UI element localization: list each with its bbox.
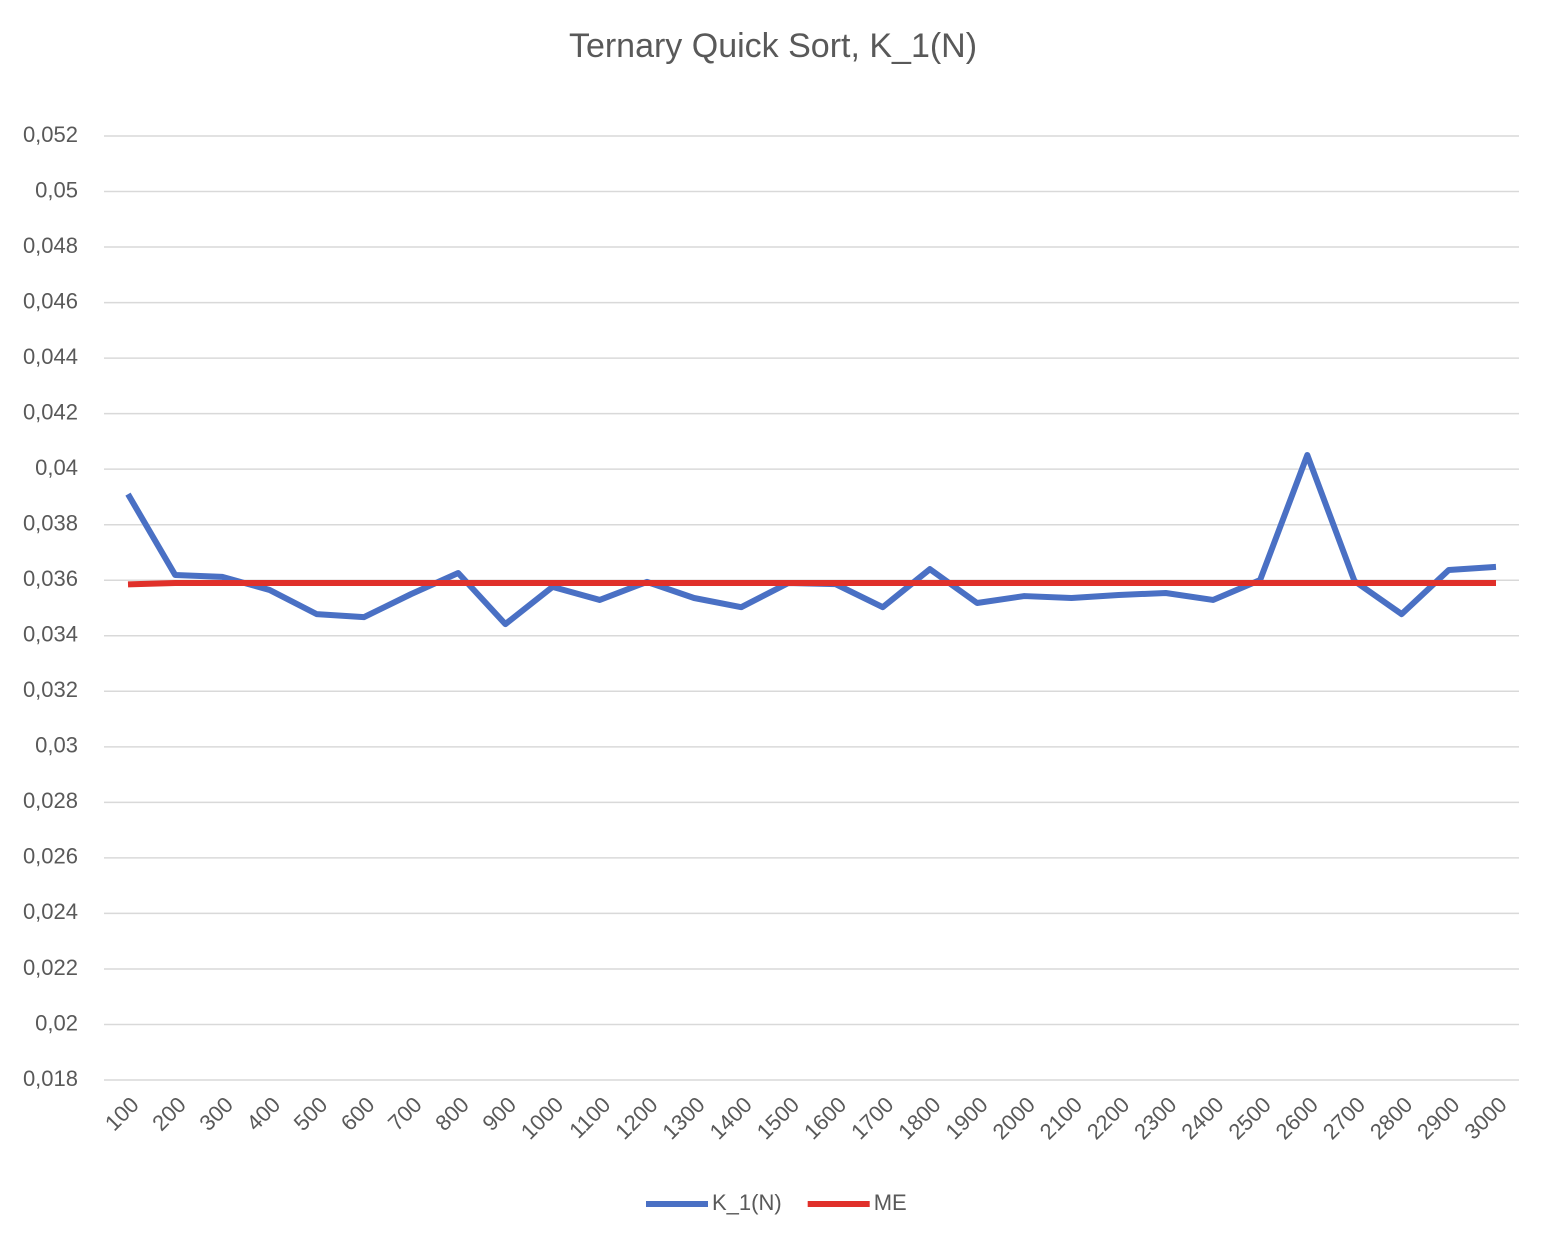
y-tick-label: 0,042: [23, 399, 78, 424]
y-tick-label: 0,032: [23, 677, 78, 702]
y-tick-label: 0,028: [23, 788, 78, 813]
legend-label: ME: [874, 1190, 907, 1215]
y-tick-label: 0,044: [23, 344, 78, 369]
y-tick-label: 0,038: [23, 511, 78, 536]
y-tick-label: 0,05: [35, 177, 78, 202]
y-tick-label: 0,024: [23, 899, 78, 924]
y-tick-label: 0,034: [23, 622, 78, 647]
legend-label: K_1(N): [712, 1190, 782, 1215]
y-tick-label: 0,02: [35, 1010, 78, 1035]
chart-title: Ternary Quick Sort, K_1(N): [569, 27, 977, 65]
y-tick-label: 0,022: [23, 955, 78, 980]
y-tick-label: 0,018: [23, 1066, 78, 1091]
y-tick-label: 0,04: [35, 455, 78, 480]
y-tick-label: 0,03: [35, 733, 78, 758]
y-tick-label: 0,048: [23, 233, 78, 258]
series-line: [127, 580, 1496, 588]
y-tick-label: 0,052: [23, 122, 78, 147]
y-tick-label: 0,036: [23, 566, 78, 591]
y-tick-label: 0,046: [23, 288, 78, 313]
y-tick-label: 0,026: [23, 844, 78, 869]
